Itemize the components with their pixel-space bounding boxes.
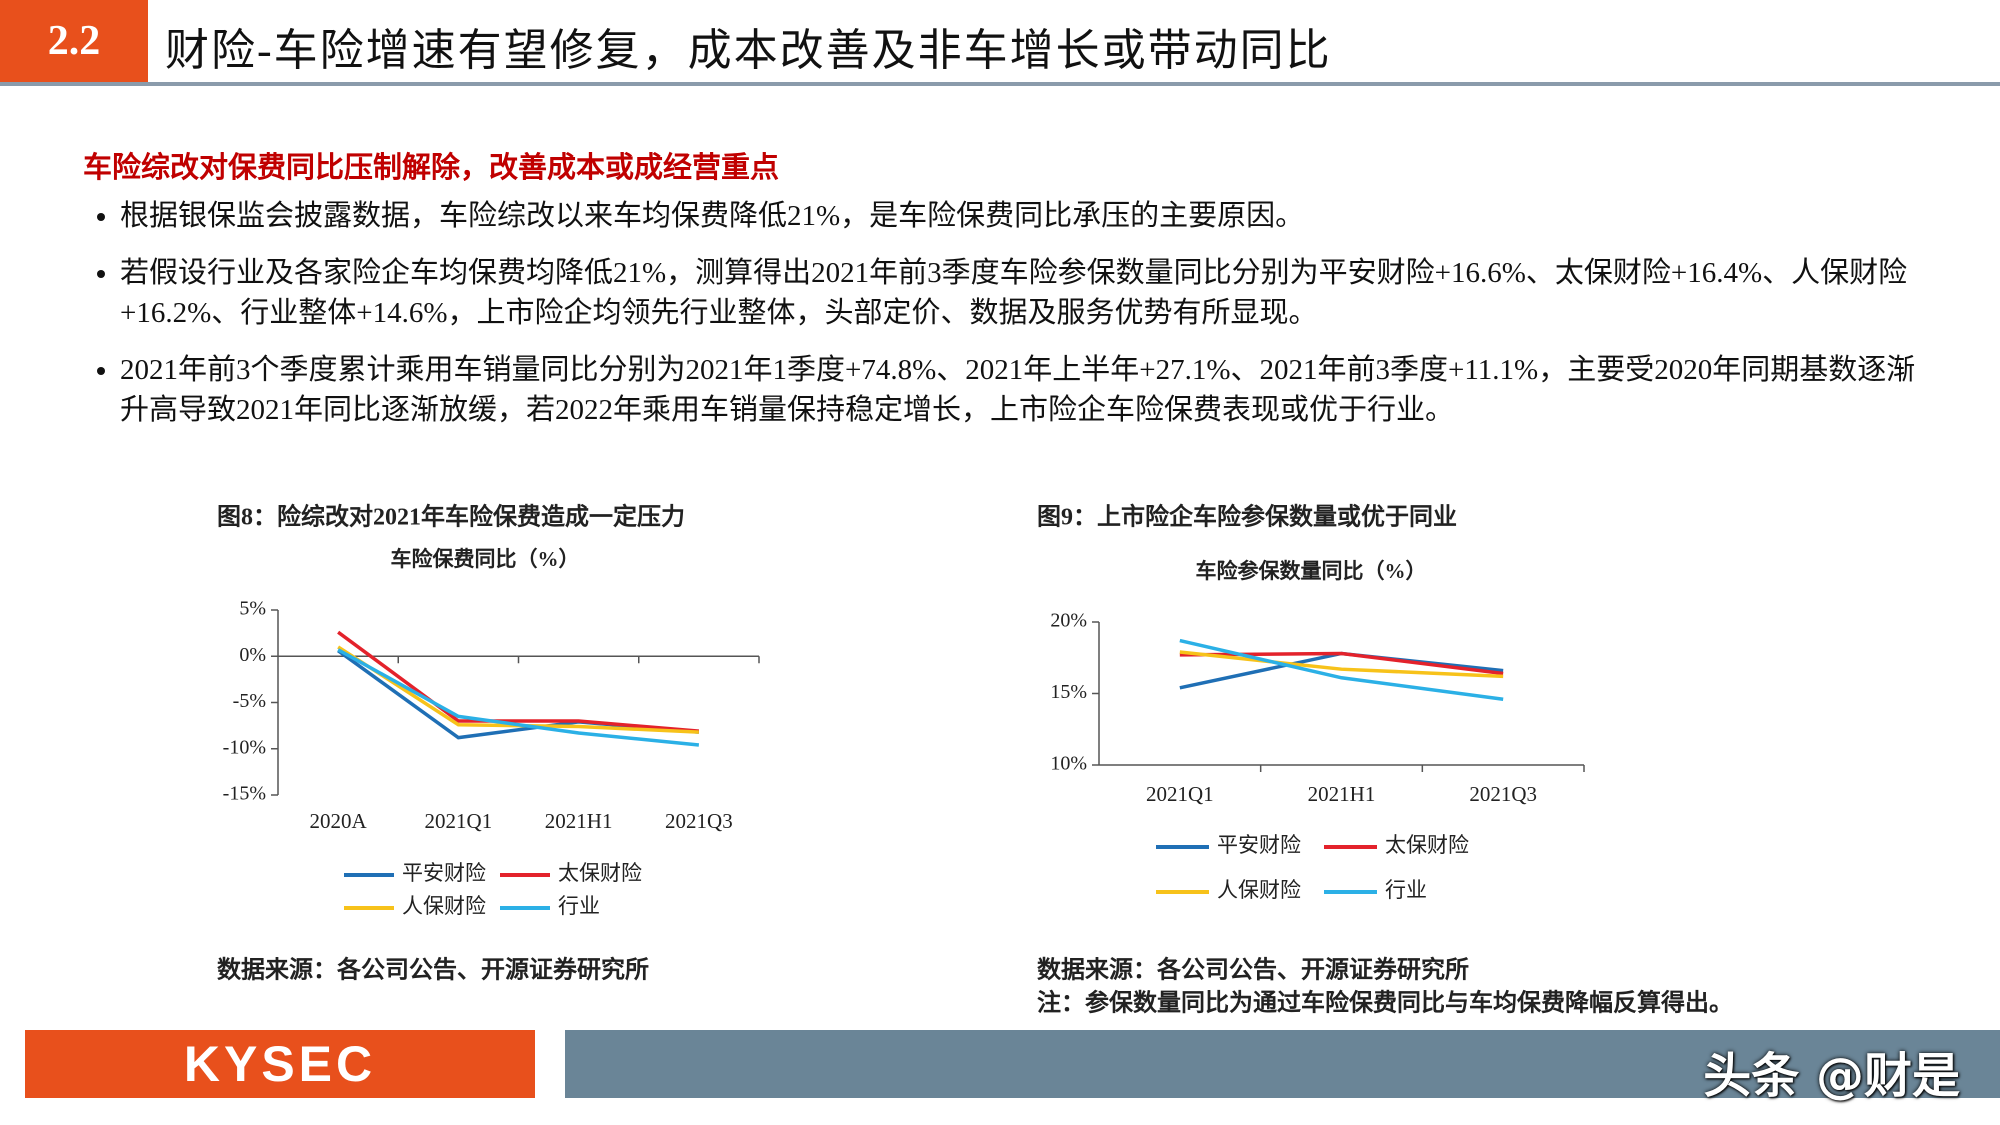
source-note: 数据来源：各公司公告、开源证券研究所 xyxy=(1037,956,1469,984)
legend-label: 人保财险 xyxy=(1217,878,1301,902)
bullet: 2021年前3个季度累计乘用车销量同比分别为2021年1季度+74.8%、202… xyxy=(120,350,1935,430)
x-tick-label: 2021Q3 xyxy=(665,809,733,833)
x-tick-label: 2021Q3 xyxy=(1469,782,1537,806)
y-tick-label: 5% xyxy=(239,598,266,620)
slide-title: 财险-车险增速有望修复，成本改善及非车增长或带动同比 xyxy=(165,26,1332,75)
y-tick-label: -10% xyxy=(223,736,266,758)
footnote: 注：参保数量同比为通过车险保费同比与车均保费降幅反算得出。 xyxy=(1037,989,1733,1017)
chart-title: 图8：险综改对2021年车险保费造成一定压力 xyxy=(217,503,685,531)
bullet-list: 根据银保监会披露数据，车险综改以来车均保费降低21%，是车险保费同比承压的主要原… xyxy=(82,196,1935,447)
title-rule xyxy=(0,82,2000,86)
legend-label: 人保财险 xyxy=(402,894,486,918)
bullet: 若假设行业及各家险企车均保费均降低21%，测算得出2021年前3季度车险参保数量… xyxy=(120,253,1935,333)
x-tick-label: 2021Q1 xyxy=(425,809,493,833)
chart-title: 图9：上市险企车险参保数量或优于同业 xyxy=(1037,503,1457,531)
footer-band xyxy=(565,1030,2000,1098)
section-number: 2.2 xyxy=(0,0,148,82)
series-line xyxy=(1179,650,1504,679)
legend-label: 行业 xyxy=(558,894,600,918)
y-tick-label: 10% xyxy=(1050,753,1087,775)
logo: KYSEC xyxy=(25,1030,535,1098)
y-tick-label: -5% xyxy=(233,690,266,712)
legend-label: 平安财险 xyxy=(1217,833,1301,857)
y-tick-label: 20% xyxy=(1050,610,1087,632)
x-tick-label: 2020A xyxy=(310,809,368,833)
legend-label: 行业 xyxy=(1385,878,1427,902)
y-tick-label: 15% xyxy=(1050,681,1087,703)
x-tick-label: 2021Q1 xyxy=(1146,782,1214,806)
x-tick-label: 2021H1 xyxy=(1308,782,1376,806)
legend-label: 平安财险 xyxy=(402,861,486,885)
legend-label: 太保财险 xyxy=(558,861,642,885)
x-tick-label: 2021H1 xyxy=(545,809,613,833)
chart-subtitle: 车险保费同比（%） xyxy=(391,547,580,571)
series-line xyxy=(1179,638,1504,701)
chart-subtitle: 车险参保数量同比（%） xyxy=(1196,559,1427,583)
subtitle: 车险综改对保费同比压制解除，改善成本或成经营重点 xyxy=(83,152,780,184)
y-tick-label: -15% xyxy=(223,783,266,805)
series-line xyxy=(337,630,700,733)
watermark: 头条 @财是 xyxy=(1703,1048,1960,1104)
legend-label: 太保财险 xyxy=(1385,833,1469,857)
y-tick-label: 0% xyxy=(239,644,266,666)
bullet: 根据银保监会披露数据，车险综改以来车均保费降低21%，是车险保费同比承压的主要原… xyxy=(120,196,1935,236)
series-line xyxy=(337,648,700,747)
source-note: 数据来源：各公司公告、开源证券研究所 xyxy=(217,956,649,984)
